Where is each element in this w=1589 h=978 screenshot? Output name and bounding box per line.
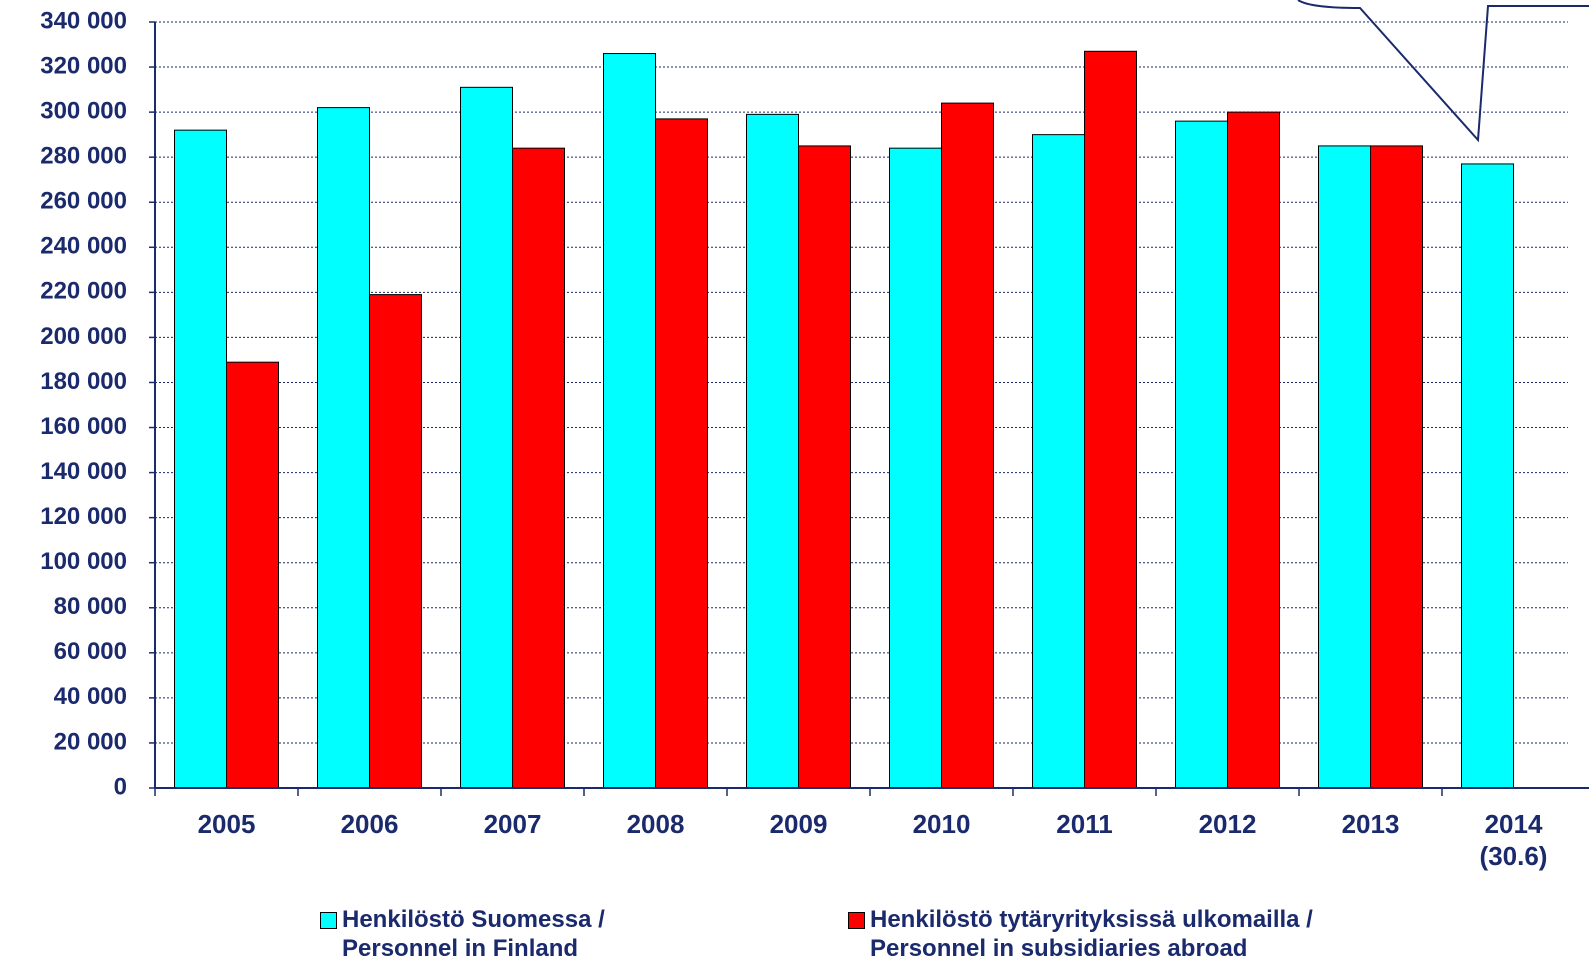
callout — [1297, 0, 1589, 143]
x-tick-label: 2006 — [340, 809, 399, 839]
y-tick-label: 100 000 — [40, 548, 127, 575]
y-tick-label: 80 000 — [54, 593, 127, 620]
legend-label: Henkilöstö Suomessa / Personnel in Finla… — [342, 906, 605, 962]
bar — [1370, 145, 1423, 789]
bar — [941, 102, 994, 789]
x-tick-label: 2010 — [912, 809, 971, 839]
y-tick-label: 180 000 — [40, 368, 127, 395]
y-tick-label: 60 000 — [54, 638, 127, 665]
bar — [1318, 145, 1371, 789]
y-tick-label: 340 000 — [40, 7, 127, 34]
bar — [1227, 111, 1280, 789]
y-tick-label: 140 000 — [40, 458, 127, 485]
bar — [1032, 134, 1085, 789]
bar — [655, 118, 708, 789]
bar — [226, 361, 279, 789]
bar — [1461, 163, 1514, 789]
bar — [798, 145, 851, 789]
y-tick-label: 280 000 — [40, 143, 127, 170]
bar — [1175, 120, 1228, 789]
x-tick-label: 2012 — [1198, 809, 1257, 839]
legend-swatch — [848, 912, 865, 929]
y-tick-label: 260 000 — [40, 188, 127, 215]
y-tick-label: 320 000 — [40, 52, 127, 79]
bar — [174, 129, 227, 789]
bar — [746, 113, 799, 789]
y-tick-label: 240 000 — [40, 233, 127, 260]
x-tick-label: 2013 — [1341, 809, 1400, 839]
bar — [317, 107, 370, 789]
y-tick-label: 40 000 — [54, 683, 127, 710]
legend-label: Henkilöstö tytäryrityksissä ulkomailla /… — [870, 906, 1313, 962]
legend-swatch — [320, 912, 337, 929]
y-tick-label: 160 000 — [40, 413, 127, 440]
y-tick-label: 20 000 — [54, 728, 127, 755]
y-tick-label: 200 000 — [40, 323, 127, 350]
bar — [369, 294, 422, 789]
y-tick-label: 120 000 — [40, 503, 127, 530]
bar — [1084, 50, 1137, 789]
y-tick-label: 220 000 — [40, 278, 127, 305]
y-tick-label: 300 000 — [40, 97, 127, 124]
x-tick-label: 2014 (30.6) — [1479, 809, 1548, 871]
x-tick-label: 2009 — [769, 809, 828, 839]
bar — [512, 147, 565, 789]
x-tick-label: 2008 — [626, 809, 685, 839]
x-tick-label: 2011 — [1056, 809, 1113, 839]
bar — [603, 53, 656, 789]
bar — [460, 86, 513, 789]
bar — [889, 147, 942, 789]
y-tick-label: 0 — [114, 773, 127, 800]
x-tick-label: 2007 — [483, 809, 542, 839]
x-tick-label: 2005 — [197, 809, 256, 839]
